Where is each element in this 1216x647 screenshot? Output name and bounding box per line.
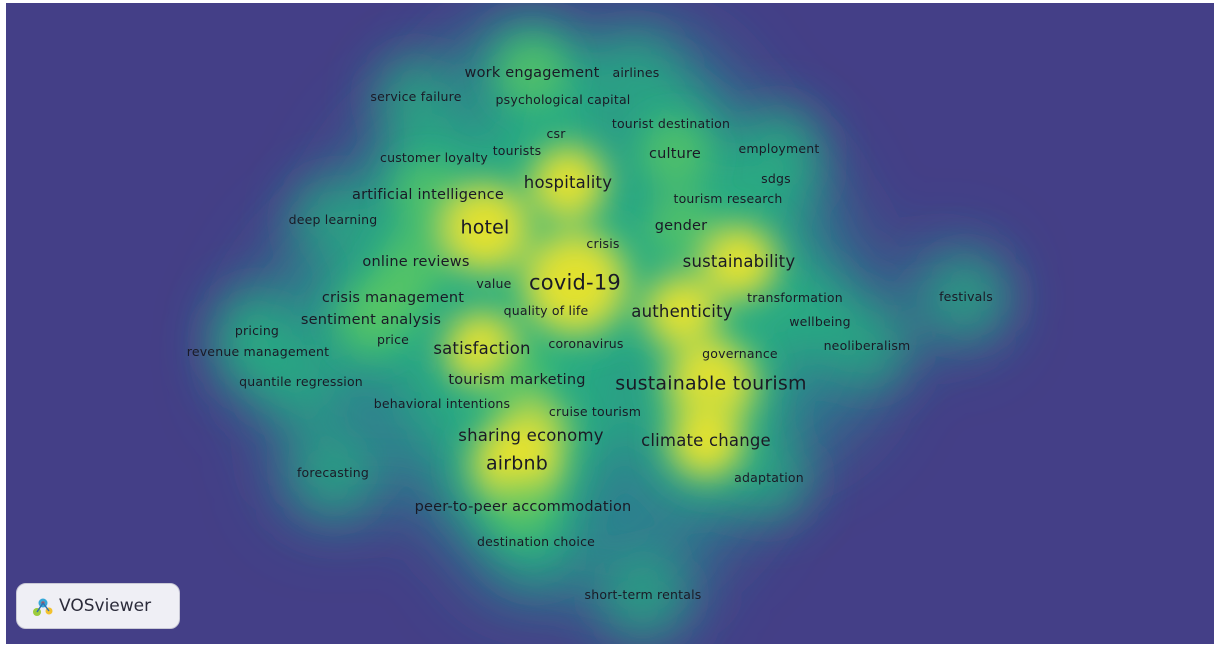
keyword-label[interactable]: tourism marketing (448, 371, 586, 388)
vosviewer-badge: VOSviewer (16, 583, 180, 629)
keyword-label[interactable]: behavioral intentions (373, 395, 511, 411)
keyword-label[interactable]: value (476, 275, 512, 291)
keyword-label[interactable]: pricing (234, 322, 280, 338)
vosviewer-logo-icon (33, 598, 53, 616)
keyword-label[interactable]: deep learning (288, 211, 378, 227)
keyword-label[interactable]: hospitality (523, 172, 613, 192)
density-heatmap (215, 19, 1008, 637)
keyword-label[interactable]: sustainability (682, 251, 796, 271)
keyword-label[interactable]: crisis (586, 235, 620, 251)
keyword-label[interactable]: short-term rentals (584, 586, 702, 602)
keyword-label[interactable]: climate change (641, 430, 771, 450)
keyword-label[interactable]: hotel (460, 216, 510, 239)
keyword-label[interactable]: csr (546, 125, 566, 141)
keyword-label[interactable]: sustainable tourism (615, 372, 807, 395)
keyword-label[interactable]: employment (738, 140, 820, 156)
keyword-label[interactable]: artificial intelligence (352, 186, 504, 203)
keyword-label[interactable]: quality of life (503, 302, 589, 318)
keyword-label[interactable]: crisis management (321, 289, 465, 306)
keyword-label[interactable]: governance (702, 345, 778, 361)
keyword-label[interactable]: airlines (612, 64, 660, 80)
keyword-label[interactable]: psychological capital (495, 91, 631, 107)
density-map[interactable]: work engagement airlines service failure ps… (6, 3, 1214, 644)
keyword-label[interactable]: tourism research (673, 190, 783, 206)
keyword-label[interactable]: authenticity (631, 301, 733, 321)
keyword-label[interactable]: neoliberalism (823, 337, 911, 353)
keyword-label[interactable]: transformation (747, 289, 843, 305)
keyword-label[interactable]: online reviews (362, 253, 470, 270)
keyword-label[interactable]: cruise tourism (548, 403, 642, 419)
keyword-label[interactable]: festivals (939, 288, 993, 304)
keyword-label[interactable]: sharing economy (458, 425, 604, 445)
keyword-label[interactable]: work engagement (464, 64, 600, 81)
keyword-label[interactable]: tourist destination (611, 115, 731, 131)
keyword-label[interactable]: forecasting (296, 464, 370, 480)
keyword-label[interactable]: tourists (492, 142, 542, 158)
keyword-label[interactable]: sentiment analysis (300, 311, 442, 328)
keyword-label[interactable]: quantile regression (239, 373, 363, 389)
keyword-label[interactable]: customer loyalty (380, 149, 488, 165)
keyword-label[interactable]: covid-19 (529, 270, 621, 295)
keyword-label[interactable]: service failure (370, 88, 462, 104)
keyword-label[interactable]: coronavirus (548, 335, 624, 351)
keyword-label[interactable]: gender (654, 217, 708, 234)
keyword-label[interactable]: satisfaction (433, 338, 531, 358)
keyword-label[interactable]: sdgs (761, 170, 791, 186)
keyword-label[interactable]: revenue management (186, 343, 330, 359)
keyword-label[interactable]: destination choice (476, 533, 596, 549)
keyword-label[interactable]: culture (648, 145, 702, 162)
keyword-label[interactable]: airbnb (485, 452, 549, 475)
keyword-label[interactable]: peer-to-peer accommodation (414, 498, 632, 515)
keyword-label[interactable]: adaptation (734, 469, 804, 485)
vosviewer-label: VOSviewer (59, 596, 152, 616)
keyword-label[interactable]: wellbeing (789, 313, 851, 329)
keyword-label[interactable]: price (376, 331, 410, 347)
